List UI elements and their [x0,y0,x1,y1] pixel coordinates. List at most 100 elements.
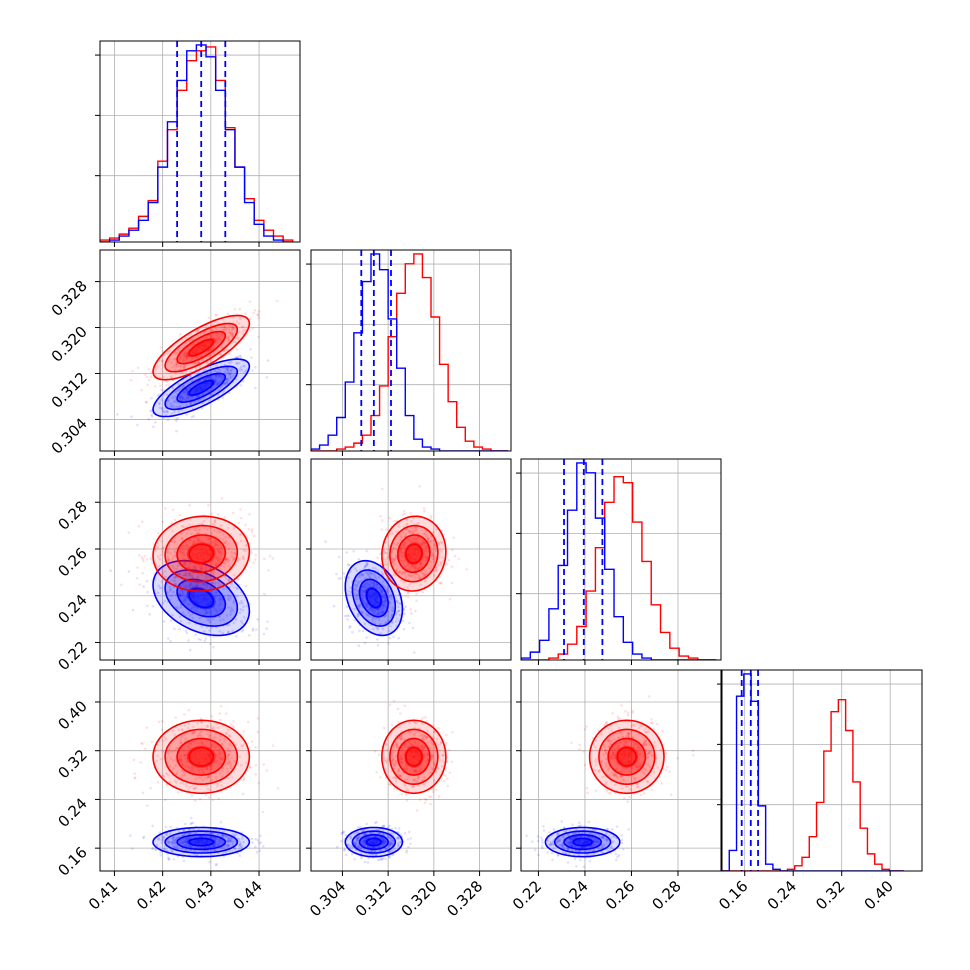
scatter-point [610,841,614,845]
scatter-point [196,584,200,588]
scatter-point [163,570,167,573]
scatter-point [423,572,426,575]
scatter-point [180,742,183,746]
scatter-point [164,798,167,802]
scatter-point [217,797,220,800]
scatter-point [382,603,385,607]
scatter-point [175,605,178,609]
scatter-point [425,798,428,801]
scatter-point [204,573,208,577]
scatter-point [355,584,358,587]
panel-content [311,250,511,451]
scatter-point [399,774,402,778]
scatter-point [402,543,406,547]
scatter-point [132,758,136,762]
scatter-point [355,844,359,848]
panel-2-2 [516,458,722,665]
scatter-point [349,586,352,589]
scatter-point [213,580,217,583]
scatter-point [219,557,223,561]
scatter-point [395,836,399,840]
scatter-point [339,576,343,580]
scatter-point [430,766,433,770]
scatter-point [389,839,392,843]
scatter-point [374,577,378,580]
scatter-point [181,384,185,388]
scatter-point [385,759,388,763]
scatter-point [209,835,213,839]
scatter-point [182,749,186,752]
scatter-point [421,716,424,720]
scatter-point [381,572,384,576]
scatter-point [412,770,415,774]
scatter-point [232,327,235,331]
scatter-point [616,855,619,859]
scatter-point [389,850,392,854]
scatter-point [221,770,225,773]
scatter-point [375,770,378,774]
scatter-point [372,583,376,587]
scatter-point [648,751,651,754]
scatter-point [388,782,391,786]
scatter-point [172,836,175,839]
scatter-point [358,629,361,633]
scatter-point [156,364,159,368]
scatter-point [165,409,168,413]
scatter-point [245,584,248,588]
scatter-point [382,726,386,730]
scatter-point [541,841,544,845]
scatter-point [397,769,400,772]
scatter-point [211,581,214,585]
scatter-point [197,538,200,542]
scatter-point [389,836,392,839]
scatter-point [444,741,448,745]
scatter-point [222,328,226,332]
scatter-point [381,857,385,860]
scatter-point [218,598,222,602]
scatter-point [172,561,176,565]
scatter-point [183,545,187,548]
scatter-point [247,634,251,637]
scatter-point [332,604,336,608]
scatter-point [420,562,423,565]
scatter-point [231,332,235,335]
scatter-point [244,523,247,527]
scatter-point [175,429,178,433]
scatter-point [209,832,213,835]
scatter-point [169,825,173,829]
scatter-point [171,396,174,400]
scatter-point [212,571,216,575]
scatter-point [432,554,435,557]
scatter-point [178,594,182,597]
scatter-point [395,624,398,627]
x-tick-label: 0.320 [398,877,441,920]
contour-0 [164,830,239,854]
scatter-point [227,839,231,842]
scatter-point [412,785,415,789]
scatter-point [242,777,246,780]
y-tick-label: 0.32 [54,746,90,782]
scatter-point [223,541,227,545]
scatter-point [412,778,416,782]
scatter-point [266,620,269,623]
scatter-point [184,844,188,847]
scatter-point [187,602,191,606]
scatter-point [231,629,234,633]
scatter-point [387,856,391,859]
scatter-point [367,856,371,860]
scatter-point [182,358,185,362]
scatter-point [426,741,429,744]
scatter-point [374,821,377,825]
scatter-point [577,835,581,839]
scatter-point [180,728,184,731]
scatter-point [119,583,123,587]
scatter-point [407,789,410,792]
scatter-point [417,775,421,778]
scatter-point [199,538,202,542]
scatter-point [231,326,235,330]
scatter-point [566,847,570,851]
scatter-point [395,742,399,746]
scatter-point [162,545,165,549]
